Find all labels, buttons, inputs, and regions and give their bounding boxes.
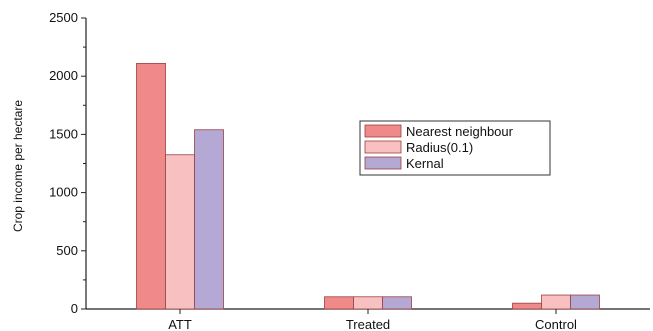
- bar: [194, 129, 224, 310]
- y-tick-label: 1500: [49, 126, 78, 141]
- x-tick-label: ATT: [168, 317, 192, 331]
- y-tick-label: 2500: [49, 10, 78, 25]
- bar: [165, 154, 195, 310]
- bars: [136, 62, 600, 310]
- y-axis-label: Crop income per hectare: [11, 100, 25, 232]
- bar: [541, 294, 571, 310]
- legend-swatch: [364, 124, 402, 138]
- legend-label: Nearest neighbour: [406, 124, 514, 139]
- y-tick-label: 500: [56, 243, 78, 258]
- y-tick-label: 0: [71, 301, 78, 316]
- x-tick-label: Control: [535, 317, 577, 331]
- legend-label: Kernal: [406, 156, 444, 171]
- legend-swatch: [364, 156, 402, 170]
- bar: [382, 296, 412, 310]
- bar: [570, 294, 600, 310]
- x-tick-label: Treated: [346, 317, 390, 331]
- bar: [324, 296, 354, 310]
- legend-swatch: [364, 140, 402, 154]
- ticks: 0 500 1000 1500 2000 2500 ATT Treated Control: [49, 10, 577, 331]
- y-tick-label: 1000: [49, 185, 78, 200]
- legend-label: Radius(0.1): [406, 140, 473, 155]
- bar: [512, 302, 542, 310]
- bar: [136, 62, 166, 310]
- bar: [353, 296, 383, 310]
- y-tick-label: 2000: [49, 68, 78, 83]
